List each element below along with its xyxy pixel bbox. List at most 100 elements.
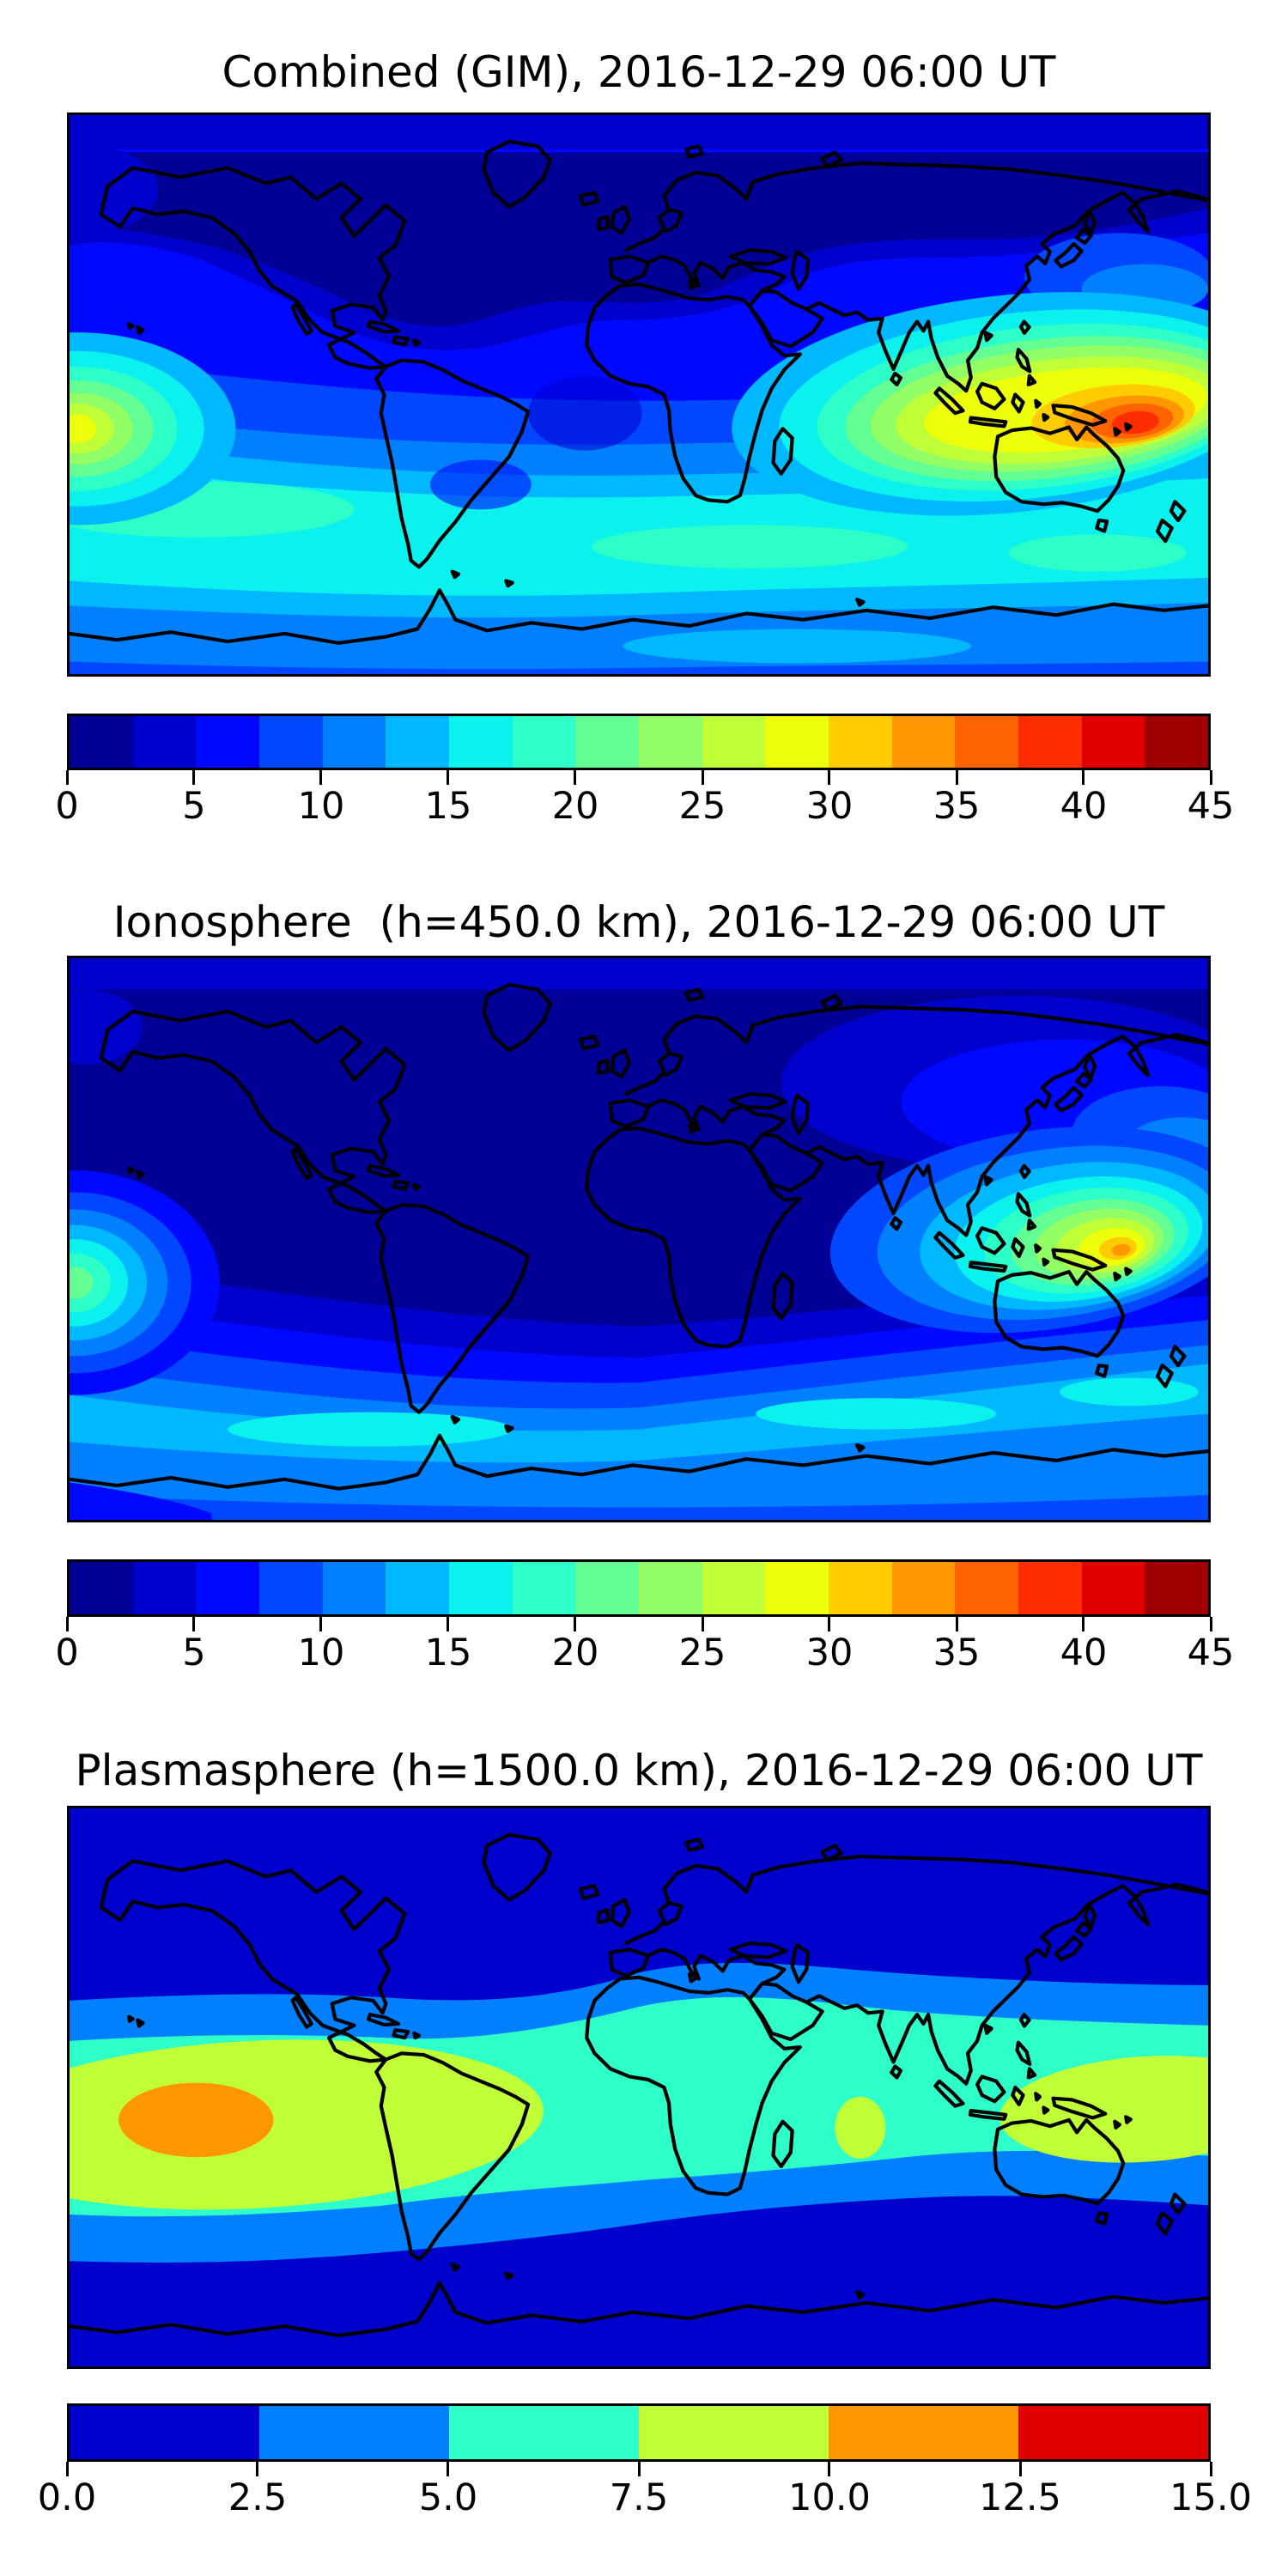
- colorbar-segment: [1081, 1562, 1145, 1614]
- colorbar-segment: [765, 716, 829, 768]
- colorbar-tick-mark: [1209, 1617, 1212, 1631]
- colorbar-tick-mark: [1209, 770, 1212, 785]
- colorbar-segment: [955, 1562, 1019, 1614]
- colorbar-segment: [829, 1562, 892, 1614]
- colorbar-tick-labels: 0.0 2.5 5.0 7.5 10.0 12.5 15.0: [38, 2476, 1252, 2523]
- colorbar-segment: [1018, 716, 1082, 768]
- colorbar-tick-label: 10.0: [788, 2476, 871, 2519]
- colorbar-tick-mark: [447, 1617, 450, 1631]
- colorbar-tick-label: 10: [297, 785, 345, 828]
- colorbar-segment: [1145, 716, 1209, 768]
- colorbar-segment: [512, 1562, 576, 1614]
- colorbar-tick-mark: [1082, 770, 1085, 785]
- colorbar-segment: [1018, 2406, 1208, 2459]
- colorbar-tick-mark: [192, 1617, 196, 1631]
- colorbar-segment: [259, 1562, 323, 1614]
- colorbar-tick-label: 25: [678, 785, 726, 828]
- colorbar-tick-mark: [701, 1617, 704, 1631]
- colorbar-tick-label: 40: [1060, 785, 1108, 828]
- colorbar-tick-label: 25: [678, 1631, 726, 1674]
- colorbar-tick-mark: [319, 1617, 323, 1631]
- colorbar-tick-labels: 0 5 10 15 20 25 30 35 40 45: [55, 1631, 1234, 1678]
- colorbar-segment: [1018, 1562, 1082, 1614]
- colorbar-tick-label: 30: [805, 785, 854, 828]
- colorbar-tick-label: 35: [933, 785, 981, 828]
- map-plasmasphere: [67, 1806, 1211, 2369]
- colorbar-tick-label: 15.0: [1170, 2476, 1252, 2519]
- colorbar-segment: [70, 1562, 133, 1614]
- panel-title-combined: Combined (GIM), 2016-12-29 06:00 UT: [222, 47, 1056, 97]
- colorbar-segment: [196, 716, 260, 768]
- orange-maximum: [118, 2082, 274, 2158]
- panel-title-plasmasphere: Plasmasphere (h=1500.0 km), 2016-12-29 0…: [75, 1746, 1203, 1795]
- panel-title-ionosphere: Ionosphere (h=450.0 km), 2016-12-29 06:0…: [112, 897, 1165, 947]
- colorbar-segment: [702, 1562, 766, 1614]
- colorbar-tick-mark: [192, 770, 196, 785]
- colorbar-segments: [70, 716, 1209, 768]
- tec-field-ionosphere: [70, 958, 1208, 1520]
- colorbar-ticks: [65, 770, 1212, 785]
- colorbar-segment: [449, 716, 513, 768]
- colorbar-tick-mark: [447, 2462, 450, 2476]
- colorbar-tick-label: 15: [424, 1631, 472, 1674]
- colorbar-ticks: [65, 2462, 1212, 2476]
- colorbar-segment: [512, 716, 576, 768]
- dateline-anomaly-rings: [70, 332, 236, 526]
- tec-field-plasmasphere: [70, 1808, 1208, 2366]
- colorbar-segment: [132, 1562, 197, 1614]
- colorbar-segment: [639, 716, 702, 768]
- colorbar-tick-label: 2.5: [228, 2476, 288, 2519]
- colorbar-tick-mark: [447, 770, 450, 785]
- colorbar-segment: [259, 2406, 449, 2459]
- colorbar-segment: [891, 716, 956, 768]
- colorbar-tick-mark: [65, 770, 69, 785]
- colorbar-tick-mark: [256, 2462, 259, 2476]
- colorbar-tick-label: 15: [424, 785, 472, 828]
- colorbar-segment: [765, 1562, 829, 1614]
- colorbar-tick-label: 5: [182, 785, 206, 828]
- colorbar-tick-label: 12.5: [979, 2476, 1061, 2519]
- map-combined: [67, 112, 1211, 677]
- colorbar-tick-label: 5: [182, 1631, 206, 1674]
- colorbar-tick-label: 0: [55, 785, 79, 828]
- colorbar-tick-label: 10: [297, 1631, 345, 1674]
- colorbar-tick-mark: [319, 770, 323, 785]
- south-bands: [70, 1264, 1208, 1520]
- map-plasmasphere-svg: [70, 1808, 1208, 2366]
- colorbar-segment: [196, 1562, 260, 1614]
- colorbar-segment: [449, 2406, 639, 2459]
- colorbar-bar: [67, 714, 1211, 770]
- colorbar-tick-mark: [828, 1617, 831, 1631]
- colorbar-segment: [829, 716, 892, 768]
- colorbar-segment: [259, 716, 323, 768]
- colorbar-ionosphere: 0 5 10 15 20 25 30 35 40 45: [55, 1559, 1234, 1678]
- colorbar-tick-label: 45: [1187, 785, 1235, 828]
- colorbar-segment: [132, 716, 197, 768]
- colorbar-segment: [575, 1562, 640, 1614]
- colorbar-combined: 0 5 10 15 20 25 30 35 40 45: [55, 714, 1234, 831]
- colorbar-tick-label: 20: [551, 785, 599, 828]
- equatorial-dark-patches: [429, 375, 642, 510]
- colorbar-plasmasphere: 0.0 2.5 5.0 7.5 10.0 12.5 15.0: [38, 2403, 1252, 2523]
- colorbar-segment: [829, 2406, 1018, 2459]
- colorbar-tick-label: 30: [805, 1631, 854, 1674]
- colorbar-segment: [322, 716, 386, 768]
- colorbar-segment: [70, 2406, 259, 2459]
- colorbar-tick-mark: [1018, 2462, 1022, 2476]
- colorbar-segment: [955, 716, 1019, 768]
- colorbar-tick-mark: [828, 770, 831, 785]
- colorbar-tick-label: 7.5: [609, 2476, 669, 2519]
- colorbar-bar: [67, 1559, 1211, 1617]
- map-combined-svg: [70, 115, 1208, 674]
- hotspot-rings-southeast-asia: [732, 292, 1208, 516]
- colorbar-tick-mark: [65, 1617, 69, 1631]
- colorbar-tick-mark: [637, 2462, 641, 2476]
- colorbar-tick-mark: [701, 770, 704, 785]
- colorbar-tick-mark: [1082, 1617, 1085, 1631]
- dateline-anomaly-rings: [70, 1170, 220, 1395]
- colorbar-tick-label: 0: [55, 1631, 79, 1674]
- colorbar-segment: [386, 1562, 450, 1614]
- tec-field-combined: [70, 115, 1208, 674]
- colorbar-tick-label: 5.0: [418, 2476, 478, 2519]
- colorbar-segments: [70, 2406, 1208, 2459]
